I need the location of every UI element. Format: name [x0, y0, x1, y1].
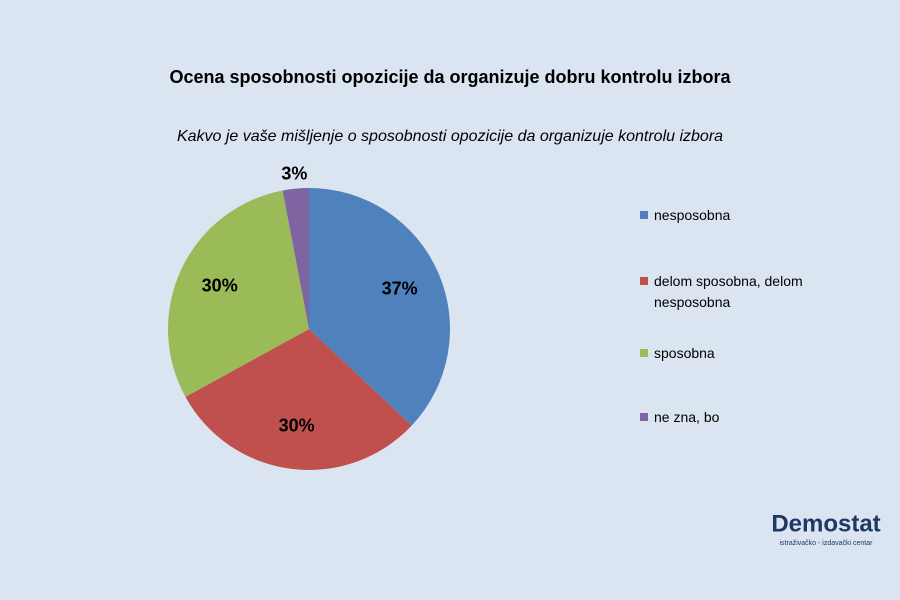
logo-tagline: istraživačko - izdavački centar	[780, 540, 874, 547]
pie-slice	[185, 329, 412, 471]
legend-label: ne zna, bo	[654, 409, 720, 425]
legend: nesposobna delom sposobna, delom nesposob…	[640, 205, 840, 428]
legend-label: nesposobna	[654, 207, 731, 223]
data-label: 37%	[382, 279, 418, 299]
data-label: 30%	[202, 276, 238, 296]
legend-item: nesposobna	[640, 205, 840, 226]
chart-subtitle: Kakvo je vaše mišljenje o sposobnosti op…	[177, 128, 723, 145]
legend-item: delom sposobna, delom nesposobna	[640, 271, 840, 313]
legend-swatch	[640, 349, 648, 357]
pie: 37% 30% 30% 3%	[168, 163, 450, 471]
legend-item: sposobna	[640, 343, 840, 364]
pie-slice	[282, 188, 309, 329]
legend-item: ne zna, bo	[640, 407, 840, 428]
chart-title: Ocena sposobnosti opozicije da organizuj…	[169, 67, 731, 87]
legend-label: sposobna	[654, 345, 715, 361]
legend-label: delom sposobna, delom nesposobna	[654, 273, 803, 310]
legend-swatch	[640, 211, 648, 219]
legend-swatch	[640, 277, 648, 285]
data-label: 30%	[279, 416, 315, 436]
pie-slice	[309, 187, 450, 426]
legend-swatch	[640, 413, 648, 421]
data-label: 3%	[281, 163, 307, 183]
pie-slice	[168, 190, 309, 397]
logo-name: Demostat	[771, 510, 880, 537]
